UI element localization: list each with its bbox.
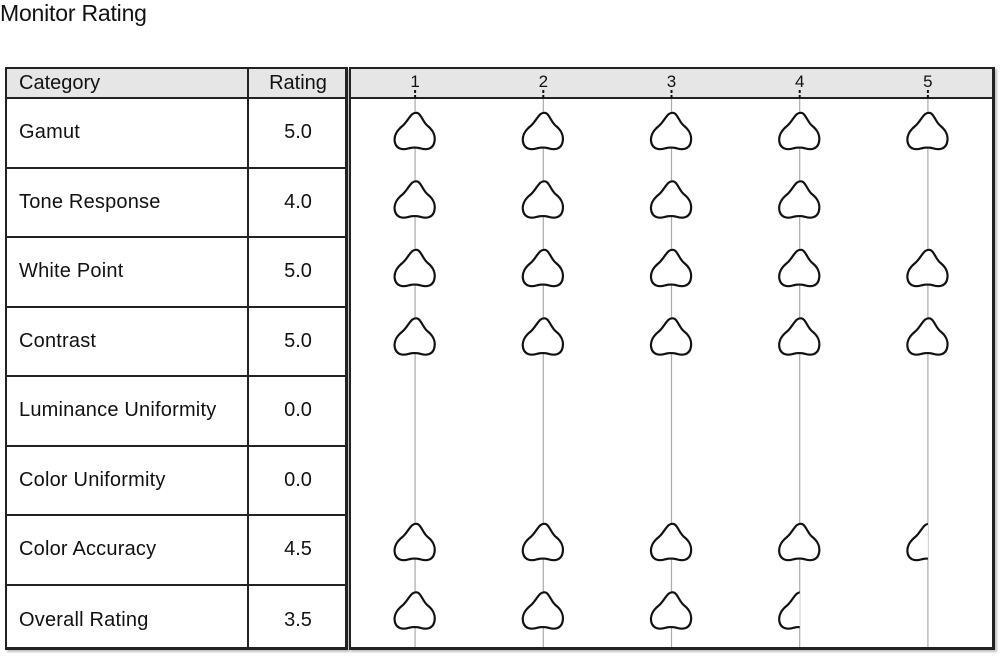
table-row: Color Accuracy 4.5 <box>7 516 345 586</box>
category-cell: White Point <box>19 260 124 283</box>
rating-cell: 4.0 <box>284 190 312 213</box>
x-tick-label: 4 <box>795 72 804 91</box>
x-tick-label: 2 <box>539 72 548 91</box>
category-cell: Contrast <box>19 329 97 352</box>
knob-icon <box>778 522 821 562</box>
knob-icon <box>393 522 436 562</box>
knob-icon <box>778 180 821 219</box>
knob-icon <box>778 591 800 630</box>
knob-icon <box>778 111 821 151</box>
knob-icon <box>393 317 436 356</box>
knob-icon <box>393 180 436 219</box>
x-tick-label: 5 <box>923 72 932 91</box>
rating-table: Category Rating Gamut 5.0 Tone Response … <box>5 67 348 650</box>
knob-icon <box>521 248 565 288</box>
rating-chart-svg: 1 2 3 4 5 <box>351 69 992 647</box>
table-row: Contrast 5.0 <box>7 308 345 377</box>
knob-icon <box>521 522 565 562</box>
knob-icon <box>778 248 821 288</box>
rating-cell: 4.5 <box>284 538 312 561</box>
knob-icon <box>521 591 565 630</box>
category-cell: Color Accuracy <box>19 538 157 561</box>
knob-icon <box>649 111 693 151</box>
knob-icon <box>393 111 436 151</box>
table-body: Gamut 5.0 Tone Response 4.0 White Point … <box>7 99 345 655</box>
x-tick-label: 3 <box>667 72 676 91</box>
rating-cell: 5.0 <box>284 121 312 144</box>
knob-icon <box>906 111 949 151</box>
knob-icon <box>393 591 436 630</box>
table-row: Overall Rating 3.5 <box>7 586 345 656</box>
knob-icon <box>393 248 436 288</box>
page-title: Monitor Rating <box>0 0 147 26</box>
rating-cell: 0.0 <box>284 399 312 422</box>
header-category: Category <box>19 72 101 94</box>
knob-icon <box>649 248 693 288</box>
table-row: Luminance Uniformity 0.0 <box>7 377 345 447</box>
knob-icon <box>521 111 565 151</box>
table-header: Category Rating <box>7 69 345 99</box>
knob-icon <box>521 180 565 219</box>
knob-icon <box>906 522 928 562</box>
knob-icon <box>649 522 693 562</box>
knob-icon <box>649 591 693 630</box>
rating-cell: 0.0 <box>284 468 312 491</box>
rating-cell: 5.0 <box>284 260 312 283</box>
column-divider <box>247 69 249 647</box>
category-cell: Overall Rating <box>19 608 149 631</box>
category-cell: Color Uniformity <box>19 468 166 491</box>
knob-icon <box>778 317 821 356</box>
rating-chart: 1 2 3 4 5 <box>349 67 995 650</box>
knob-icon <box>521 317 565 356</box>
knob-icon <box>649 180 693 219</box>
knob-icon <box>906 317 949 356</box>
table-row: White Point 5.0 <box>7 238 345 308</box>
x-tick-label: 1 <box>410 72 419 91</box>
category-cell: Gamut <box>19 121 81 144</box>
table-row: Color Uniformity 0.0 <box>7 447 345 516</box>
table-row: Tone Response 4.0 <box>7 169 345 238</box>
rating-cell: 5.0 <box>284 329 312 352</box>
header-rating: Rating <box>269 72 327 94</box>
rating-cell: 3.5 <box>284 608 312 631</box>
table-row: Gamut 5.0 <box>7 99 345 169</box>
knob-icon <box>906 248 949 288</box>
category-cell: Luminance Uniformity <box>19 399 217 422</box>
category-cell: Tone Response <box>19 190 161 213</box>
knob-icon <box>649 317 693 356</box>
